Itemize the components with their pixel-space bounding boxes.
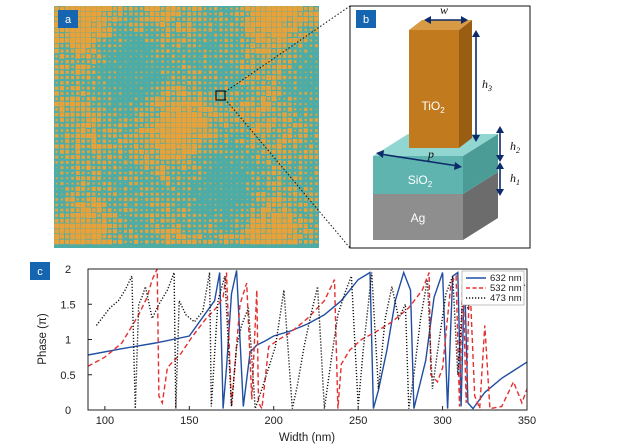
panel-b: TiO2 SiO2 Ag w h3 h2 h1 p b (349, 3, 531, 249)
panel-tag-a (58, 10, 78, 28)
p-arrow (379, 153, 459, 167)
panel-c: c 100 150 200 250 300 350 0 0.5 1 1.5 2 Width (nm)… (30, 262, 536, 444)
h3-label: h3 (482, 77, 492, 93)
x-tick-label: 250 (349, 415, 367, 427)
y-axis-label: Phase (π) (37, 313, 49, 365)
unit-cell-marker (215, 90, 226, 101)
x-axis-label: Width (nm) (279, 432, 335, 444)
tio2-top (409, 20, 472, 30)
tio2-front (409, 30, 459, 148)
ag-label: Ag (411, 211, 426, 225)
h2-label: h2 (510, 139, 520, 155)
zoom-line-bottom (224, 98, 351, 249)
x-tick-label: 200 (265, 415, 283, 427)
ag-side (463, 172, 498, 240)
legend-label-532: 532 nm (490, 283, 522, 294)
legend: 632 nm 532 nm 473 nm (461, 270, 525, 306)
legend-label-632: 632 nm (490, 273, 522, 284)
y-tick-label: 0 (65, 405, 71, 417)
y-tick-label: 1.5 (60, 299, 75, 311)
panel-a: a (54, 6, 319, 248)
dimension-arrows (376, 16, 504, 196)
ag-front (373, 194, 463, 240)
zoom-line-top (224, 5, 351, 93)
y-tick-label: 2 (65, 264, 71, 276)
y-tick-label: 1 (65, 335, 71, 347)
x-tick-label: 100 (96, 415, 114, 427)
x-tick-label: 350 (518, 415, 536, 427)
sio2-front (373, 156, 463, 194)
panel-tag-a-label: a (65, 14, 72, 26)
sio2-side (463, 134, 498, 194)
tio2-label: TiO2 (421, 99, 445, 115)
x-tick-label: 150 (180, 415, 198, 427)
panel-tag-c-label: c (37, 266, 43, 278)
p-label: p (427, 147, 434, 161)
panel-tag-b (356, 10, 376, 28)
y-tick-label: 0.5 (60, 370, 75, 382)
panel-tag-c (30, 262, 50, 280)
x-tick-label: 300 (433, 415, 451, 427)
w-label: w (440, 3, 448, 17)
h1-label: h1 (510, 171, 520, 187)
legend-label-473: 473 nm (490, 293, 522, 304)
panel-tag-b-label: b (363, 14, 369, 26)
tio2-side (459, 20, 472, 148)
plot-series (88, 269, 527, 410)
axis-ticks: 100 150 200 250 300 350 0 0.5 1 1.5 2 (60, 264, 536, 427)
sio2-label: SiO2 (408, 173, 433, 189)
legend-box (461, 270, 525, 306)
series-632 (88, 270, 527, 410)
